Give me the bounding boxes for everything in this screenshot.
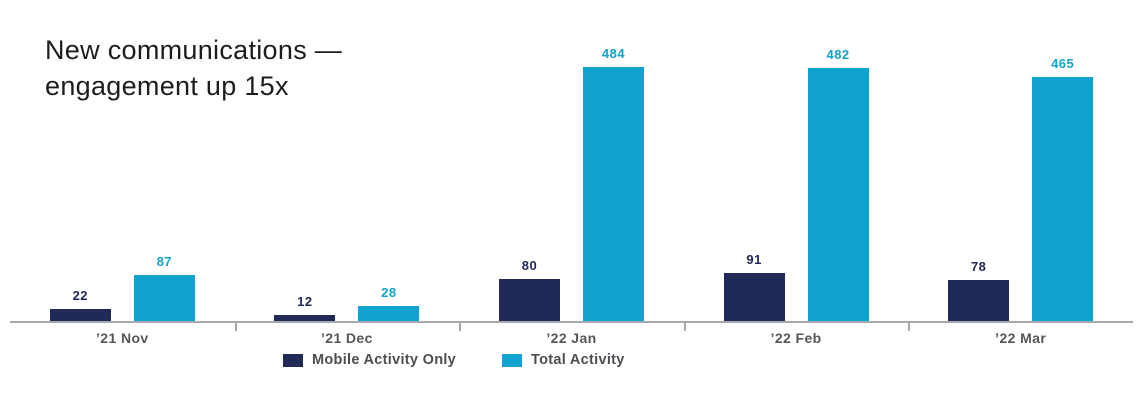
- bar-value-label: 465: [1051, 56, 1075, 71]
- bar-value-label: 78: [970, 259, 987, 274]
- bar-total-activity: 482: [807, 47, 869, 321]
- bar-group: 80 484: [459, 36, 684, 321]
- bar-value-label: 12: [297, 294, 313, 309]
- bar-value-label: 22: [72, 288, 89, 303]
- bar-mobile-activity-only: 22: [49, 288, 111, 321]
- bar-value-label: 482: [826, 47, 850, 62]
- x-axis-label: ’22 Feb: [770, 330, 822, 346]
- x-axis-tick: [234, 323, 237, 331]
- legend-item-mobile-activity-only: Mobile Activity Only: [283, 352, 456, 368]
- bar-mobile-activity-only: 12: [274, 294, 336, 321]
- bar-group: 12 28: [235, 36, 460, 321]
- bar-mobile-activity-only: 78: [948, 259, 1010, 321]
- bar-total-activity: 465: [1032, 56, 1094, 321]
- chart-title-line2: engagement up 15x: [45, 71, 289, 101]
- legend-item-total-activity: Total Activity: [502, 352, 625, 368]
- x-axis-tick: [683, 323, 686, 331]
- legend-swatch-icon: [502, 353, 523, 367]
- x-axis-label: ’22 Jan: [546, 330, 597, 346]
- bar-total-activity: 28: [358, 285, 420, 321]
- chart-legend: Mobile Activity Only Total Activity: [283, 352, 625, 368]
- x-axis-label: ’22 Mar: [995, 330, 1047, 346]
- chart-title: New communications — engagement up 15x: [45, 32, 342, 104]
- bar-group: 22 87: [10, 36, 235, 321]
- bar-groups: 22 87 12 28 80 484 91 482 78 465: [10, 36, 1133, 321]
- bar-value-label: 91: [746, 252, 762, 267]
- bar-value-label: 80: [521, 258, 538, 273]
- x-axis-line: [10, 321, 1133, 323]
- bar-mobile-activity-only: 80: [498, 258, 560, 321]
- legend-label: Mobile Activity Only: [312, 352, 457, 368]
- plot-area: 22 87 12 28 80 484 91 482 78 465 ’21 Nov ’21 Dec ’2…: [10, 36, 1133, 346]
- bar-total-activity: 87: [133, 254, 195, 321]
- bar-value-label: 28: [381, 285, 397, 300]
- bar-total-activity: 484: [582, 46, 644, 321]
- x-axis-tick: [459, 323, 462, 331]
- bar-value-label: 87: [156, 254, 173, 269]
- legend-label: Total Activity: [531, 352, 625, 368]
- bar-group: 91 482: [684, 36, 909, 321]
- x-axis-label: ’21 Nov: [95, 330, 149, 346]
- chart-title-line1: New communications —: [45, 35, 343, 65]
- x-axis-label: ’21 Dec: [320, 330, 373, 346]
- bar-value-label: 484: [601, 46, 626, 61]
- bar-mobile-activity-only: 91: [723, 252, 785, 321]
- legend-swatch-icon: [283, 353, 303, 367]
- bar-group: 78 465: [908, 36, 1133, 321]
- x-axis-tick: [908, 323, 911, 331]
